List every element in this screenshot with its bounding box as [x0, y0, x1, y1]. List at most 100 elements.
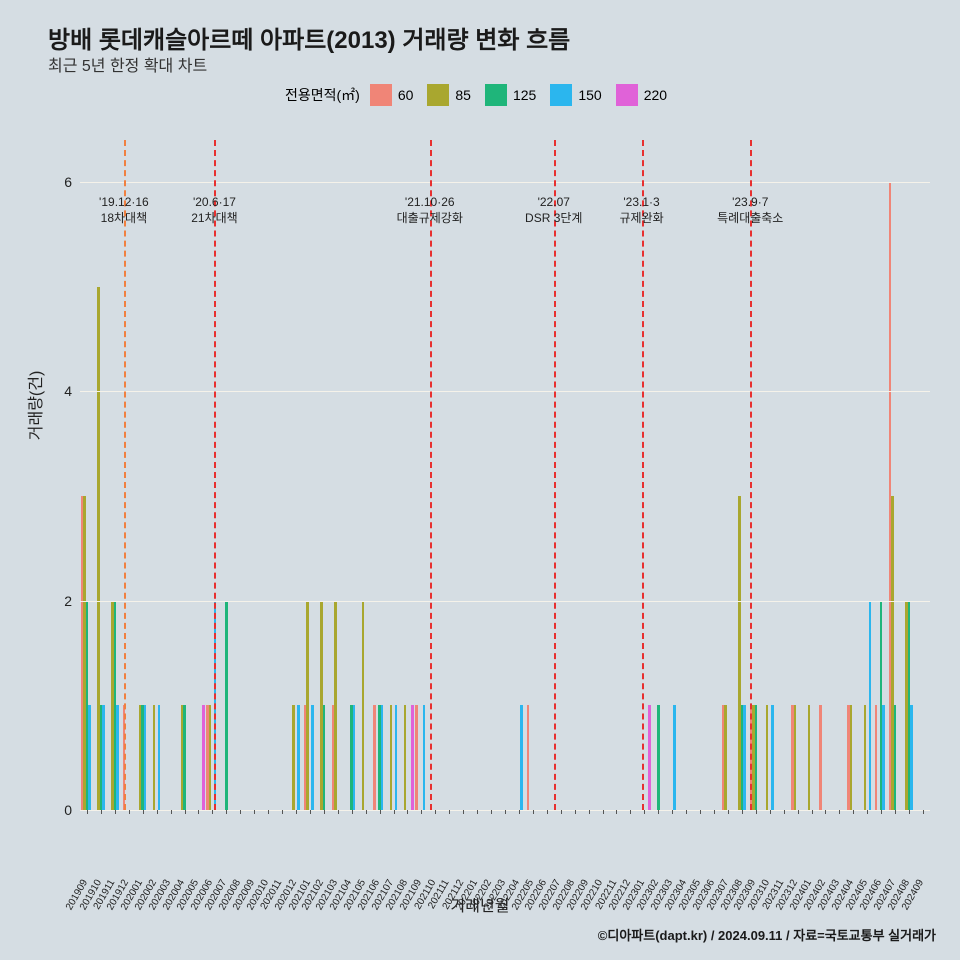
legend-swatch [370, 84, 392, 106]
bar [415, 705, 418, 810]
bar [520, 705, 523, 810]
x-tick-mark [714, 810, 715, 814]
bar [353, 705, 356, 810]
bar [894, 705, 897, 810]
bar [395, 705, 398, 810]
gridline [80, 601, 930, 602]
x-tick-mark [491, 810, 492, 814]
x-tick-mark [477, 810, 478, 814]
policy-line [124, 140, 126, 810]
bar [144, 705, 147, 810]
policy-line [214, 140, 216, 810]
gridline [80, 391, 930, 392]
bar [794, 705, 797, 810]
bar [673, 705, 676, 810]
x-tick-mark [129, 810, 130, 814]
x-tick-mark [867, 810, 868, 814]
bar [362, 601, 365, 810]
x-tick-mark [101, 810, 102, 814]
x-tick-mark [658, 810, 659, 814]
legend-label: 150 [578, 87, 601, 103]
x-tick-mark [881, 810, 882, 814]
x-tick-mark [923, 810, 924, 814]
bar [202, 705, 205, 810]
x-tick-mark [686, 810, 687, 814]
x-tick-mark [296, 810, 297, 814]
policy-annotation: '23.1·3규제완화 [619, 194, 663, 226]
legend-label: 85 [455, 87, 471, 103]
bar [323, 705, 326, 810]
bar [88, 705, 91, 810]
x-tick-mark [575, 810, 576, 814]
bar [102, 705, 105, 810]
x-tick-mark [435, 810, 436, 814]
y-tick: 0 [42, 802, 72, 818]
bar [875, 705, 878, 810]
bar [411, 705, 414, 810]
bar [306, 601, 309, 810]
x-tick-mark [812, 810, 813, 814]
x-tick-mark [853, 810, 854, 814]
bar [390, 705, 393, 810]
policy-line [750, 140, 752, 810]
x-tick-mark [268, 810, 269, 814]
x-tick-mark [310, 810, 311, 814]
policy-line [430, 140, 432, 810]
bar [648, 705, 651, 810]
policy-annotation: '23.9·7특례대출축소 [717, 194, 783, 226]
x-tick-mark [672, 810, 673, 814]
x-tick-mark [784, 810, 785, 814]
bar [334, 601, 337, 810]
x-tick-mark [254, 810, 255, 814]
bar [297, 705, 300, 810]
x-tick-mark [616, 810, 617, 814]
x-tick-mark [798, 810, 799, 814]
bar [755, 705, 758, 810]
bar [381, 705, 384, 810]
bar [527, 705, 530, 810]
bar [869, 601, 872, 810]
x-tick-mark [589, 810, 590, 814]
x-tick-mark [240, 810, 241, 814]
chart-title: 방배 롯데캐슬아르떼 아파트(2013) 거래량 변화 흐름 [48, 20, 570, 55]
bar [423, 705, 426, 810]
legend-label: 220 [644, 87, 667, 103]
bar [819, 705, 822, 810]
legend-swatch [427, 84, 449, 106]
y-tick: 4 [42, 383, 72, 399]
x-tick-mark [603, 810, 604, 814]
x-tick-mark [533, 810, 534, 814]
credit-text: ©디아파트(dapt.kr) / 2024.09.11 / 자료=국토교통부 실… [598, 925, 936, 944]
x-tick-mark [115, 810, 116, 814]
x-tick-mark [561, 810, 562, 814]
policy-annotation: '19.12·1618차대책 [99, 194, 149, 226]
chart-area: 0246'19.12·1618차대책'20.6·1721차대책'21.10·26… [80, 140, 930, 810]
y-axis-label: 거래량(건) [22, 371, 46, 441]
x-tick-mark [728, 810, 729, 814]
bar [183, 705, 186, 810]
x-tick-mark [742, 810, 743, 814]
bar [225, 601, 228, 810]
bars-layer [80, 140, 930, 810]
policy-line [642, 140, 644, 810]
x-tick-mark [198, 810, 199, 814]
x-tick-mark [519, 810, 520, 814]
x-tick-mark [324, 810, 325, 814]
bar [910, 705, 913, 810]
chart-subtitle: 최근 5년 한정 확대 차트 [48, 52, 207, 76]
policy-annotation: '21.10·26대출규제강화 [397, 194, 463, 226]
x-tick-mark [644, 810, 645, 814]
policy-line [554, 140, 556, 810]
x-tick-mark [143, 810, 144, 814]
bar [404, 705, 407, 810]
legend-swatch [616, 84, 638, 106]
y-tick: 2 [42, 593, 72, 609]
legend-label: 125 [513, 87, 536, 103]
x-tick-mark [338, 810, 339, 814]
legend: 전용면적(㎡) 6085125150220 [0, 84, 960, 106]
bar [311, 705, 314, 810]
bar [153, 705, 156, 810]
x-tick-mark [421, 810, 422, 814]
bar [850, 705, 853, 810]
bar [209, 705, 212, 810]
